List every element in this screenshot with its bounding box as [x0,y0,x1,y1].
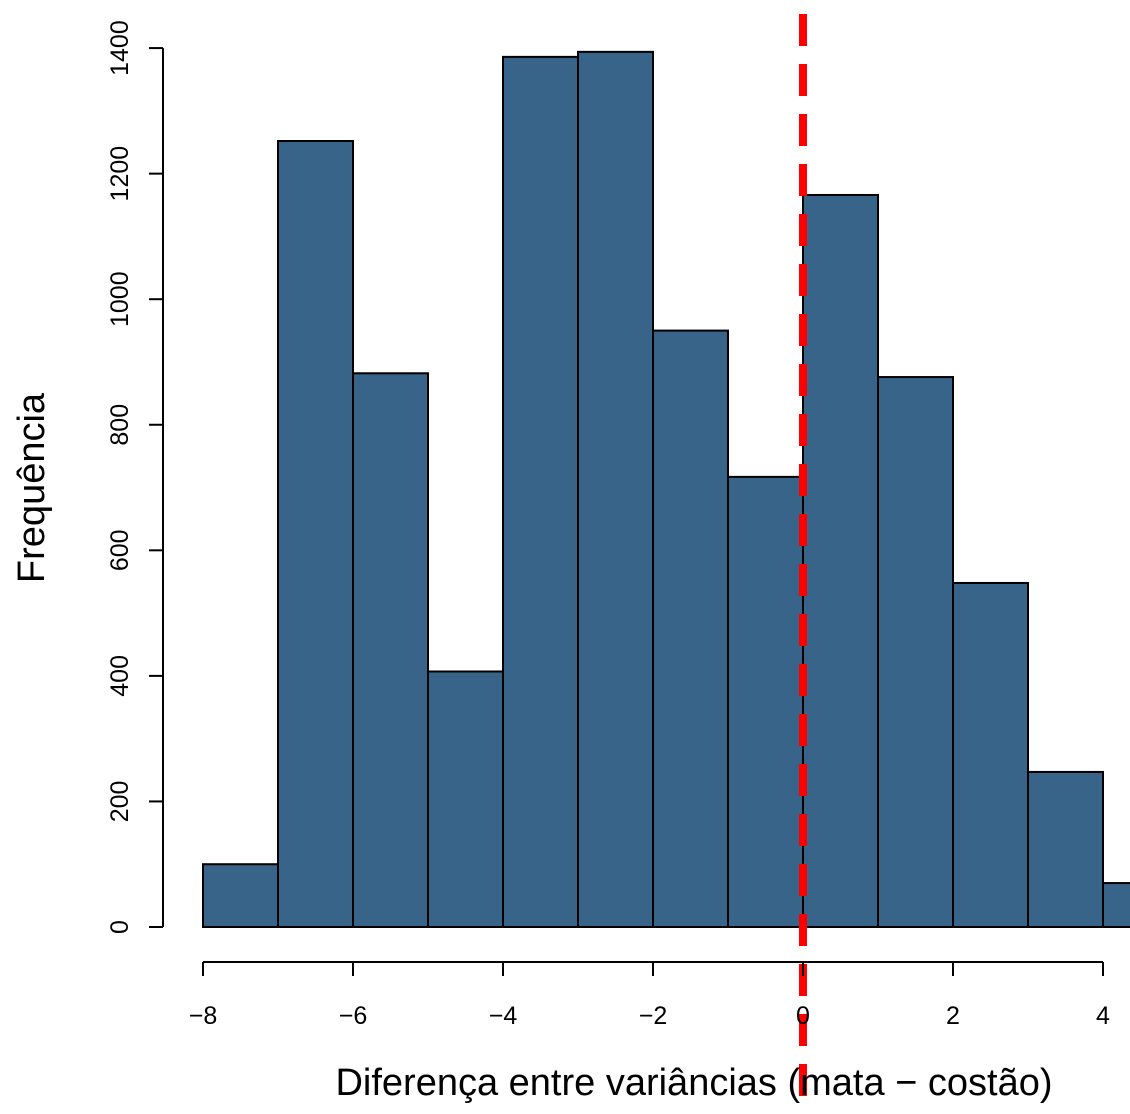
y-tick-label: 1000 [106,271,134,327]
y-axis-title: Frequência [11,392,53,583]
x-axis-title: Diferença entre variâncias (mata − costã… [335,1062,1052,1104]
histogram-bars [202,50,1130,929]
y-tick-label: 0 [106,920,134,934]
y-axis: 0 200 400 600 800 1000 1200 1400 [106,20,164,934]
histogram-bar [277,139,354,929]
histogram-bar [1102,882,1130,929]
histogram-bar [502,55,579,928]
histogram-bar [877,376,954,929]
histogram-bar [577,50,654,928]
x-tick-label: −2 [639,1002,668,1030]
y-tick-label: 1200 [106,146,134,202]
histogram-bar [352,372,429,928]
x-tick-label: 2 [946,1002,960,1030]
x-tick-label: −6 [339,1002,368,1030]
histogram-bar [652,329,729,928]
histogram-bar [727,475,804,928]
y-tick-label: 600 [106,529,134,571]
x-tick-label: −4 [489,1002,518,1030]
histogram-bar [802,193,879,928]
x-tick-label: 4 [1096,1002,1110,1030]
y-tick-label: 800 [106,404,134,446]
histogram-bar [952,581,1029,928]
y-tick-label: 1400 [106,20,134,76]
histogram-bar [1027,770,1104,929]
x-tick-label: −8 [189,1002,218,1030]
histogram-bar [427,670,504,929]
y-tick-label: 200 [106,781,134,823]
histogram-bar [202,863,279,928]
y-tick-label: 400 [106,655,134,697]
x-axis: −8 −6 −4 −2 0 2 4 [189,961,1110,1030]
x-tick-label: 0 [796,1002,810,1030]
